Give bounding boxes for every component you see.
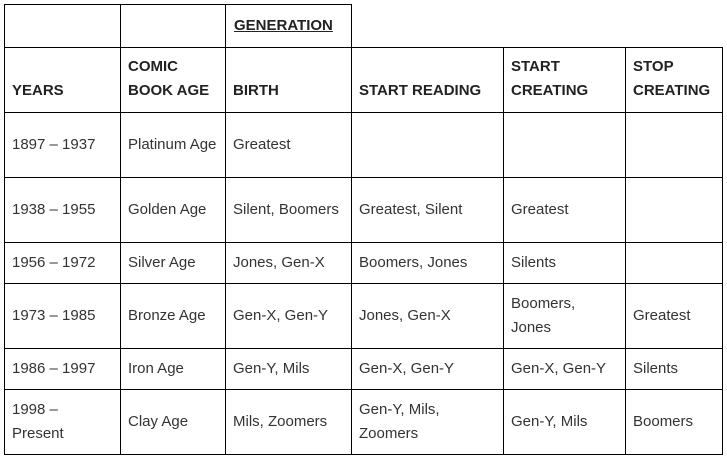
birth-cell: Mils, Zoomers — [233, 412, 328, 430]
start-creating-cell — [503, 112, 625, 177]
table-border — [4, 112, 723, 113]
birth-cell: Jones, Gen-X — [233, 253, 325, 271]
table-border — [4, 454, 723, 455]
stop-creating-cell: Greatest — [633, 306, 691, 324]
table-border — [722, 47, 723, 455]
table-border — [4, 283, 723, 284]
start-creating-cell: Boomers, Jones — [511, 294, 576, 336]
years-header: YEARS — [12, 82, 64, 99]
table-border — [625, 47, 626, 455]
start-reading-header: START READING — [359, 82, 482, 99]
table-border — [4, 389, 723, 390]
stop-creating-cell — [625, 112, 722, 177]
stop-creating-header: STOP CREATING — [633, 58, 711, 99]
comic-book-age-cell: Bronze Age — [128, 306, 206, 324]
birth-cell: Gen-X, Gen-Y — [233, 306, 329, 324]
table-border — [225, 47, 226, 455]
start-creating-cell: Silents — [511, 253, 557, 271]
comic-book-age-cell: Iron Age — [128, 359, 184, 377]
start-reading-cell: Jones, Gen-X — [359, 306, 451, 324]
start-creating-cell: Gen-X, Gen-Y — [511, 359, 607, 377]
table-border — [120, 47, 121, 455]
start-creating-cell: Gen-Y, Mils — [511, 412, 588, 430]
stop-creating-cell — [625, 177, 722, 242]
table-border — [4, 348, 723, 349]
start-creating-header: START CREATING — [511, 58, 589, 99]
years-cell: 1897 – 1937 — [12, 135, 96, 153]
start-creating-cell: Greatest — [511, 200, 569, 218]
table-border — [503, 47, 504, 455]
start-reading-cell: Gen-Y, Mils, Zoomers — [359, 400, 440, 442]
birth-cell: Silent, Boomers — [233, 200, 339, 218]
table-border — [4, 47, 723, 48]
comic-book-age-cell: Golden Age — [128, 200, 207, 218]
table-border — [4, 177, 723, 178]
birth-header: BIRTH — [233, 82, 279, 99]
years-cell: 1956 – 1972 — [12, 253, 96, 271]
start-reading-cell: Greatest, Silent — [359, 200, 463, 218]
comic-book-age-cell: Clay Age — [128, 412, 189, 430]
start-reading-cell — [351, 112, 503, 177]
table-border — [225, 4, 226, 47]
stop-creating-cell: Silents — [633, 359, 679, 377]
generation-group-header: GENERATION — [234, 17, 333, 34]
years-cell: 1973 – 1985 — [12, 306, 96, 324]
stop-creating-cell — [625, 242, 722, 283]
comic-book-age-header: COMIC BOOK AGE — [128, 58, 210, 99]
start-reading-cell: Boomers, Jones — [359, 253, 468, 271]
birth-cell: Greatest — [233, 135, 291, 153]
years-cell: 1986 – 1997 — [12, 359, 96, 377]
table-border — [4, 242, 723, 243]
table-border — [4, 4, 5, 47]
start-reading-cell: Gen-X, Gen-Y — [359, 359, 455, 377]
stop-creating-cell: Boomers — [633, 412, 694, 430]
years-cell: 1938 – 1955 — [12, 200, 96, 218]
table-border — [120, 4, 121, 47]
years-cell: 1998 – Present — [12, 400, 64, 442]
comic-book-age-cell: Platinum Age — [128, 135, 217, 153]
table-border — [351, 4, 352, 47]
table-border — [351, 47, 352, 455]
table-border — [4, 47, 5, 455]
birth-cell: Gen-Y, Mils — [233, 359, 310, 377]
comic-book-age-cell: Silver Age — [128, 253, 196, 271]
table-border — [4, 4, 352, 5]
